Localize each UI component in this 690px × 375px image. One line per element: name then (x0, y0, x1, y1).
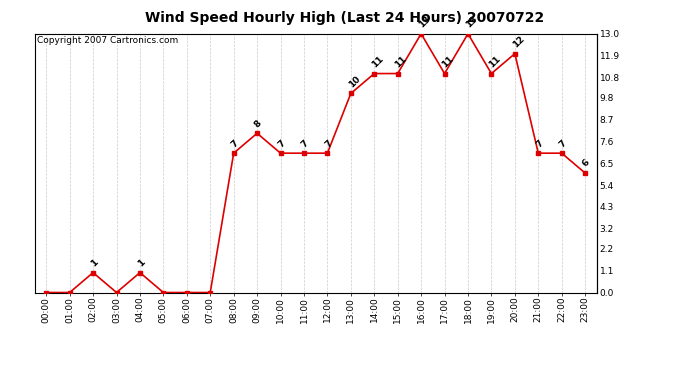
Text: 12: 12 (511, 34, 526, 50)
Text: 10: 10 (346, 74, 362, 89)
Text: 7: 7 (277, 138, 287, 149)
Text: 7: 7 (299, 138, 310, 149)
Text: 1: 1 (136, 258, 146, 268)
Text: Copyright 2007 Cartronics.com: Copyright 2007 Cartronics.com (37, 36, 179, 45)
Text: 1: 1 (89, 258, 99, 268)
Text: 11: 11 (393, 54, 408, 69)
Text: 8: 8 (253, 118, 264, 129)
Text: 11: 11 (370, 54, 385, 69)
Text: 11: 11 (440, 54, 455, 69)
Text: Wind Speed Hourly High (Last 24 Hours) 20070722: Wind Speed Hourly High (Last 24 Hours) 2… (146, 11, 544, 25)
Text: 13: 13 (464, 14, 479, 30)
Text: 13: 13 (417, 14, 432, 30)
Text: 7: 7 (323, 138, 334, 149)
Text: 7: 7 (230, 138, 240, 149)
Text: 7: 7 (534, 138, 545, 149)
Text: 6: 6 (581, 158, 592, 169)
Text: 7: 7 (558, 138, 569, 149)
Text: 11: 11 (487, 54, 502, 69)
